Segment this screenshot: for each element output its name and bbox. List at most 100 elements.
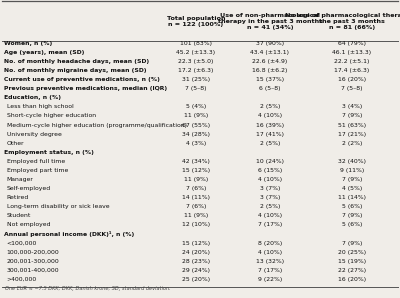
Text: 7 (6%): 7 (6%) xyxy=(186,186,206,191)
Text: Age (years), mean (SD): Age (years), mean (SD) xyxy=(4,50,84,55)
Text: 25 (20%): 25 (20%) xyxy=(182,277,210,282)
Text: 2 (5%): 2 (5%) xyxy=(260,104,280,109)
Text: Manager: Manager xyxy=(7,177,34,182)
Text: 16.8 (±6.2): 16.8 (±6.2) xyxy=(252,68,288,73)
Text: 45.2 (±13.3): 45.2 (±13.3) xyxy=(176,50,216,55)
Text: 37 (90%): 37 (90%) xyxy=(256,41,284,46)
Text: Not employed: Not employed xyxy=(7,223,50,227)
Text: 16 (20%): 16 (20%) xyxy=(338,277,366,282)
Text: 6 (15%): 6 (15%) xyxy=(258,168,282,173)
Text: 34 (28%): 34 (28%) xyxy=(182,132,210,136)
Text: 7 (17%): 7 (17%) xyxy=(258,268,282,273)
Text: 64 (79%): 64 (79%) xyxy=(338,41,366,46)
Text: 5 (4%): 5 (4%) xyxy=(186,104,206,109)
Text: 24 (20%): 24 (20%) xyxy=(182,250,210,255)
Text: 7 (5–8): 7 (5–8) xyxy=(185,86,207,91)
Text: 22.6 (±4.9): 22.6 (±4.9) xyxy=(252,59,288,64)
Text: 22.2 (±5.1): 22.2 (±5.1) xyxy=(334,59,370,64)
Text: 67 (55%): 67 (55%) xyxy=(182,122,210,128)
Text: 17.4 (±6.3): 17.4 (±6.3) xyxy=(334,68,370,73)
Text: 9 (22%): 9 (22%) xyxy=(258,277,282,282)
Text: 16 (20%): 16 (20%) xyxy=(338,77,366,82)
Text: 22.3 (±5.0): 22.3 (±5.0) xyxy=(178,59,214,64)
Text: 29 (24%): 29 (24%) xyxy=(182,268,210,273)
Text: 3 (7%): 3 (7%) xyxy=(260,195,280,200)
Text: 200,001-300,000: 200,001-300,000 xyxy=(7,259,60,264)
Text: 2 (2%): 2 (2%) xyxy=(342,141,362,146)
Text: 11 (14%): 11 (14%) xyxy=(338,195,366,200)
Text: 4 (5%): 4 (5%) xyxy=(342,186,362,191)
Text: >400,000: >400,000 xyxy=(7,277,37,282)
Text: Employed full time: Employed full time xyxy=(7,159,65,164)
Text: Long-term disability or sick leave: Long-term disability or sick leave xyxy=(7,204,110,209)
Text: 11 (9%): 11 (9%) xyxy=(184,114,208,118)
Text: 2 (5%): 2 (5%) xyxy=(260,204,280,209)
Text: 15 (12%): 15 (12%) xyxy=(182,168,210,173)
Text: 51 (63%): 51 (63%) xyxy=(338,122,366,128)
Text: 20 (25%): 20 (25%) xyxy=(338,250,366,255)
Text: Women, n (%): Women, n (%) xyxy=(4,41,52,46)
Text: 32 (40%): 32 (40%) xyxy=(338,159,366,164)
Text: No use of pharmacological therapy in
the past 3 months
n = 81 (66%): No use of pharmacological therapy in the… xyxy=(285,13,400,30)
Text: Less than high school: Less than high school xyxy=(7,104,74,109)
Text: <100,000: <100,000 xyxy=(7,241,37,246)
Text: 46.1 (±13.3): 46.1 (±13.3) xyxy=(332,50,372,55)
Text: 101 (83%): 101 (83%) xyxy=(180,41,212,46)
Text: 11 (9%): 11 (9%) xyxy=(184,213,208,218)
Text: 100,000-200,000: 100,000-200,000 xyxy=(7,250,60,255)
Text: Other: Other xyxy=(7,141,24,146)
Text: 4 (10%): 4 (10%) xyxy=(258,177,282,182)
Text: 5 (6%): 5 (6%) xyxy=(342,204,362,209)
Text: 3 (4%): 3 (4%) xyxy=(342,104,362,109)
Text: No. of monthly migraine days, mean (SD): No. of monthly migraine days, mean (SD) xyxy=(4,68,146,73)
Text: 42 (34%): 42 (34%) xyxy=(182,159,210,164)
Text: Employment status, n (%): Employment status, n (%) xyxy=(4,150,94,155)
Text: 17 (41%): 17 (41%) xyxy=(256,132,284,136)
Text: 9 (11%): 9 (11%) xyxy=(340,168,364,173)
Text: 15 (12%): 15 (12%) xyxy=(182,241,210,246)
Text: 16 (39%): 16 (39%) xyxy=(256,122,284,128)
Text: 17.2 (±6.3): 17.2 (±6.3) xyxy=(178,68,214,73)
Text: 300,001-400,000: 300,001-400,000 xyxy=(7,268,60,273)
Text: Retired: Retired xyxy=(7,195,29,200)
Text: 7 (5–8): 7 (5–8) xyxy=(341,86,363,91)
Text: 7 (9%): 7 (9%) xyxy=(342,213,362,218)
Text: Total population
n = 122 (100%): Total population n = 122 (100%) xyxy=(167,16,225,27)
Text: 11 (9%): 11 (9%) xyxy=(184,177,208,182)
Text: 7 (9%): 7 (9%) xyxy=(342,177,362,182)
Text: 22 (27%): 22 (27%) xyxy=(338,268,366,273)
Text: Medium-cycle higher education (programme/qualification): Medium-cycle higher education (programme… xyxy=(7,122,187,128)
Text: 4 (10%): 4 (10%) xyxy=(258,114,282,118)
Text: 10 (24%): 10 (24%) xyxy=(256,159,284,164)
Text: Education, n (%): Education, n (%) xyxy=(4,95,61,100)
Text: No. of monthly headache days, mean (SD): No. of monthly headache days, mean (SD) xyxy=(4,59,149,64)
Text: 8 (20%): 8 (20%) xyxy=(258,241,282,246)
Text: Use of non-pharmacological
therapy in the past 3 months
n = 41 (34%): Use of non-pharmacological therapy in th… xyxy=(218,13,322,30)
Text: 7 (6%): 7 (6%) xyxy=(186,204,206,209)
Text: 15 (37%): 15 (37%) xyxy=(256,77,284,82)
Text: 28 (23%): 28 (23%) xyxy=(182,259,210,264)
Text: 31 (25%): 31 (25%) xyxy=(182,77,210,82)
Text: 3 (7%): 3 (7%) xyxy=(260,186,280,191)
Text: 7 (9%): 7 (9%) xyxy=(342,114,362,118)
Text: 2 (5%): 2 (5%) xyxy=(260,141,280,146)
Text: Employed part time: Employed part time xyxy=(7,168,68,173)
Text: 13 (32%): 13 (32%) xyxy=(256,259,284,264)
Text: 14 (11%): 14 (11%) xyxy=(182,195,210,200)
Text: 4 (3%): 4 (3%) xyxy=(186,141,206,146)
Text: 4 (10%): 4 (10%) xyxy=(258,213,282,218)
Text: 17 (21%): 17 (21%) xyxy=(338,132,366,136)
Text: 7 (9%): 7 (9%) xyxy=(342,241,362,246)
Text: 5 (6%): 5 (6%) xyxy=(342,223,362,227)
Text: Student: Student xyxy=(7,213,31,218)
Text: ¹One EUR ≈ ~7.5 DKK; DKK, Danish krone; SD, standard deviation.: ¹One EUR ≈ ~7.5 DKK; DKK, Danish krone; … xyxy=(3,286,170,291)
Text: Annual personal income (DKK)¹, n (%): Annual personal income (DKK)¹, n (%) xyxy=(4,231,134,237)
Text: 15 (19%): 15 (19%) xyxy=(338,259,366,264)
Text: Previous preventive medications, median (IQR): Previous preventive medications, median … xyxy=(4,86,167,91)
Text: 6 (5–8): 6 (5–8) xyxy=(259,86,281,91)
Text: 4 (10%): 4 (10%) xyxy=(258,250,282,255)
Text: Self-employed: Self-employed xyxy=(7,186,51,191)
Text: 43.4 (±13.1): 43.4 (±13.1) xyxy=(250,50,290,55)
Text: University degree: University degree xyxy=(7,132,62,136)
Text: 7 (17%): 7 (17%) xyxy=(258,223,282,227)
